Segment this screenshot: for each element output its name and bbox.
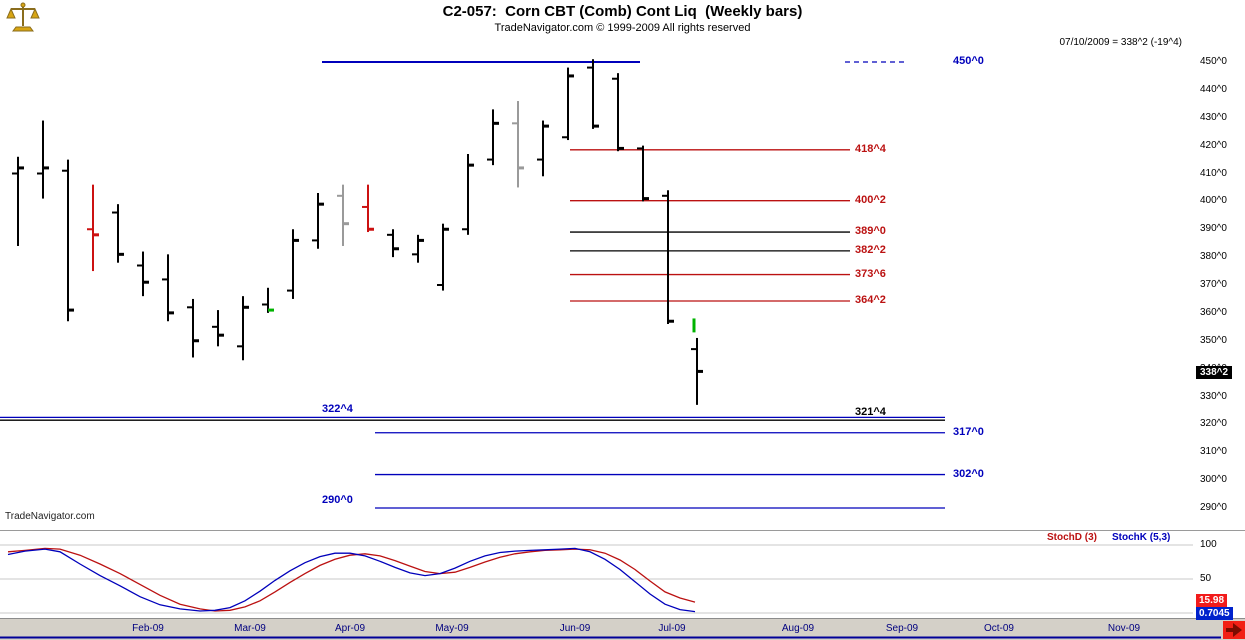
price-axis-label: 310^0 [1200,446,1227,458]
price-axis-label: 390^0 [1200,223,1227,235]
price-level-label-382-2[interactable]: 382^2 [855,243,886,256]
time-axis-label: Sep-09 [885,623,919,634]
price-axis-label: 420^0 [1200,139,1227,151]
price-axis-label: 360^0 [1200,306,1227,318]
price-axis-label: 380^0 [1200,251,1227,263]
time-axis-label: Oct-09 [983,623,1014,634]
price-level-label-400-2[interactable]: 400^2 [855,193,886,206]
price-axis-label: 320^0 [1200,418,1227,430]
price-level-label-321-4[interactable]: 321^4 [855,406,886,419]
indicator-value-readout: 15.98 [1196,594,1228,607]
stoch-gridlines [0,544,1193,614]
price-level-label-373-6[interactable]: 373^6 [855,267,886,280]
stochastic-lines [7,547,696,613]
ohlc-bars [12,59,703,405]
time-axis-label: Aug-09 [781,623,815,634]
price-axis-label: 410^0 [1200,167,1227,179]
time-axis-label: Jun-09 [559,623,591,634]
time-axis-label: May-09 [435,623,469,634]
right-arrow-icon [1226,628,1234,632]
quote-readout: 07/10/2009 = 338^2 (-19^4) [1059,37,1182,48]
stoch-series-stochk-5-3- [7,547,696,613]
price-axis-label: 430^0 [1200,111,1227,123]
time-axis-strip [0,618,1245,640]
price-axis-label: 440^0 [1200,83,1227,95]
watermark: TradeNavigator.com [5,511,95,522]
price-level-label-317-0[interactable]: 317^0 [953,425,984,438]
tradenavigator-logo-icon [6,2,40,32]
price-axis-label: 350^0 [1200,334,1227,346]
price-axis-label: 290^0 [1200,502,1227,513]
price-axis-label: 330^0 [1200,390,1227,402]
time-axis-label: Nov-09 [1107,623,1141,634]
indicator-legend-stochd[interactable]: StochD (3) [1047,532,1097,543]
price-axis-label: 370^0 [1200,279,1227,290]
time-axis-label: Jul-09 [658,623,686,634]
indicator-legend-stochk[interactable]: StochK (5,3) [1112,532,1171,543]
last-price-marker: 338^2 [1196,366,1233,379]
price-level-label-302-0[interactable]: 302^0 [953,467,984,480]
price-level-label-450-0[interactable]: 450^0 [953,55,984,67]
price-axis-label: 300^0 [1200,474,1227,486]
price-level-label-322-4[interactable]: 322^4 [322,403,353,416]
indicator-value-readout: 0.7045 [1196,607,1233,620]
time-axis-label: Apr-09 [334,623,365,634]
time-axis-label: Feb-09 [132,623,164,634]
chart-title: C2-057: Corn CBT (Comb) Cont Liq (Weekly… [442,3,803,20]
price-level-label-364-2[interactable]: 364^2 [855,294,886,307]
copyright-text: TradeNavigator.com © 1999-2009 All right… [494,22,751,34]
price-axis-label: 400^0 [1200,195,1227,207]
scales-icon [6,2,40,32]
stoch-axis-label: 100 [1200,539,1217,550]
time-axis-label: Mar-09 [234,623,266,634]
stoch-series-stochd-3- [7,547,696,612]
right-arrow-tip-icon [1233,623,1242,637]
stoch-axis-label: 50 [1200,573,1212,584]
price-level-label-290-0[interactable]: 290^0 [322,494,353,506]
price-level-lines[interactable] [0,61,945,509]
price-axis-label: 450^0 [1200,56,1227,67]
price-level-label-418-4[interactable]: 418^4 [855,142,886,155]
panel-chrome [0,530,1245,639]
price-level-label-389-0[interactable]: 389^0 [855,225,886,238]
scroll-right-button[interactable] [1223,621,1245,639]
